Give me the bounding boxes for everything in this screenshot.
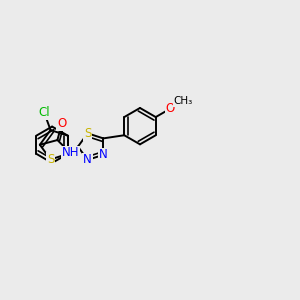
Text: N: N bbox=[99, 148, 108, 161]
Text: O: O bbox=[166, 102, 175, 115]
Text: N: N bbox=[83, 153, 92, 167]
Text: CH₃: CH₃ bbox=[173, 96, 193, 106]
Text: Cl: Cl bbox=[38, 106, 50, 119]
Text: NH: NH bbox=[61, 146, 79, 159]
Text: S: S bbox=[84, 127, 91, 140]
Text: O: O bbox=[57, 117, 66, 130]
Text: S: S bbox=[47, 153, 54, 166]
